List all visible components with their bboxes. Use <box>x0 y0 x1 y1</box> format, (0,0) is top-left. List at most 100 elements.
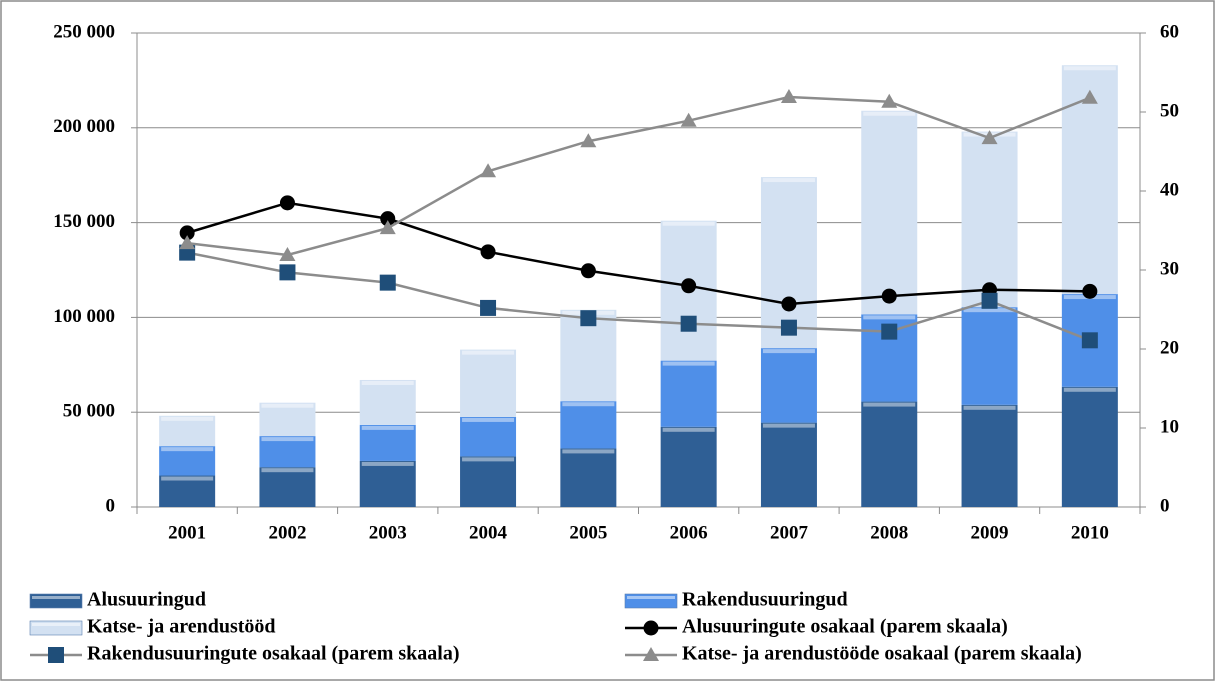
bar-segment <box>560 448 617 507</box>
y2-tick-label: 50 <box>1160 100 1179 121</box>
x-tick-label: 2006 <box>670 522 708 543</box>
bar-segment <box>460 349 517 417</box>
x-tick-label: 2009 <box>971 522 1009 543</box>
bar-segment <box>760 177 817 349</box>
bar-segment <box>259 436 316 468</box>
bar-highlight <box>762 178 815 183</box>
marker <box>780 88 797 103</box>
x-tick-label: 2004 <box>469 522 508 543</box>
x-tick-label: 2005 <box>569 522 607 543</box>
y-tick-label: 150 000 <box>53 211 115 232</box>
line <box>186 201 1090 306</box>
bar-highlight <box>662 361 715 366</box>
y-tick-label: 250 000 <box>53 21 115 42</box>
bar-highlight <box>562 402 615 407</box>
bar-highlight <box>361 380 414 385</box>
marker <box>279 264 296 281</box>
bar-segment <box>961 404 1018 507</box>
marker <box>480 299 497 316</box>
line <box>186 251 1091 342</box>
legend-label: Katse- ja arendustööde osakaal (parem sk… <box>682 643 1082 665</box>
bar-highlight <box>963 308 1016 313</box>
x-tick-label: 2003 <box>369 522 407 543</box>
bar-segment <box>259 402 316 437</box>
legend-label: Katse- ja arendustööd <box>87 616 276 638</box>
legend-label: Rakendusuuringud <box>682 589 848 611</box>
marker <box>680 112 697 127</box>
bar-segment <box>259 467 316 507</box>
legend-label: Alusuuringute osakaal (parem skaala) <box>682 616 1008 638</box>
marker <box>48 647 64 663</box>
marker <box>881 288 897 304</box>
bar-segment <box>660 360 717 427</box>
bar-highlight <box>361 461 414 466</box>
bar-highlight <box>261 437 314 442</box>
y-tick-label: 50 000 <box>63 401 115 422</box>
x-tick-label: 2001 <box>168 522 206 543</box>
marker <box>480 163 497 178</box>
marker <box>643 620 659 636</box>
marker <box>580 310 597 327</box>
bar-highlight <box>261 403 314 408</box>
bar-highlight <box>662 427 715 432</box>
y2-tick-label: 20 <box>1160 337 1179 358</box>
line <box>187 95 1091 257</box>
bar-highlight <box>863 315 916 320</box>
marker <box>179 225 195 241</box>
bar-segment <box>861 401 918 507</box>
bar-segment <box>460 416 517 457</box>
marker <box>379 274 396 291</box>
bar-segment <box>159 446 216 476</box>
bar-segment <box>359 379 416 425</box>
bar-highlight <box>161 416 214 421</box>
legend: Alusuuringud Rakendusuuringud Katse- ja ar… <box>29 589 1082 665</box>
bar-segment <box>961 307 1018 405</box>
bar-highlight <box>963 405 1016 410</box>
bar-highlight <box>462 417 515 422</box>
marker <box>480 244 496 260</box>
marker <box>580 263 596 279</box>
bar-highlight <box>762 423 815 428</box>
marker <box>1082 283 1098 299</box>
marker <box>681 278 697 294</box>
y-tick-label: 200 000 <box>53 116 115 137</box>
marker <box>379 220 396 235</box>
y2-tick-label: 40 <box>1160 179 1179 200</box>
legend-highlight <box>32 623 80 626</box>
marker <box>1081 332 1098 349</box>
marker <box>179 235 196 250</box>
y2-tick-label: 60 <box>1160 21 1179 42</box>
x-tick-label: 2008 <box>870 522 908 543</box>
bar-segment <box>359 424 416 461</box>
bar-segment <box>460 456 517 507</box>
marker <box>643 647 659 661</box>
x-tick-label: 2007 <box>770 522 809 543</box>
bar-segment <box>861 110 918 315</box>
legend-highlight <box>32 596 80 599</box>
bar-highlight <box>462 457 515 462</box>
marker <box>380 211 396 227</box>
bar-highlight <box>1063 387 1116 392</box>
bar-highlight <box>762 349 815 354</box>
bar-segment <box>1061 386 1118 507</box>
y2-tick-label: 10 <box>1160 416 1179 437</box>
marker <box>580 133 597 148</box>
bar-highlight <box>1063 66 1116 71</box>
x-tick-label: 2002 <box>268 522 306 543</box>
y2-tick-label: 0 <box>1160 495 1170 516</box>
bar-segment <box>359 460 416 507</box>
marker <box>279 246 296 261</box>
marker <box>781 296 797 312</box>
bar-segment <box>560 401 617 449</box>
legend-label: Alusuuringud <box>87 589 206 611</box>
legend-label: Rakendusuuringute osakaal (parem skaala) <box>87 643 459 665</box>
marker <box>881 323 898 340</box>
bar-segment <box>159 415 216 447</box>
marker <box>279 195 295 211</box>
marker <box>981 292 998 309</box>
bar-highlight <box>662 221 715 226</box>
legend-highlight <box>627 596 675 599</box>
bar-highlight <box>562 449 615 454</box>
bar-segment <box>660 426 717 507</box>
